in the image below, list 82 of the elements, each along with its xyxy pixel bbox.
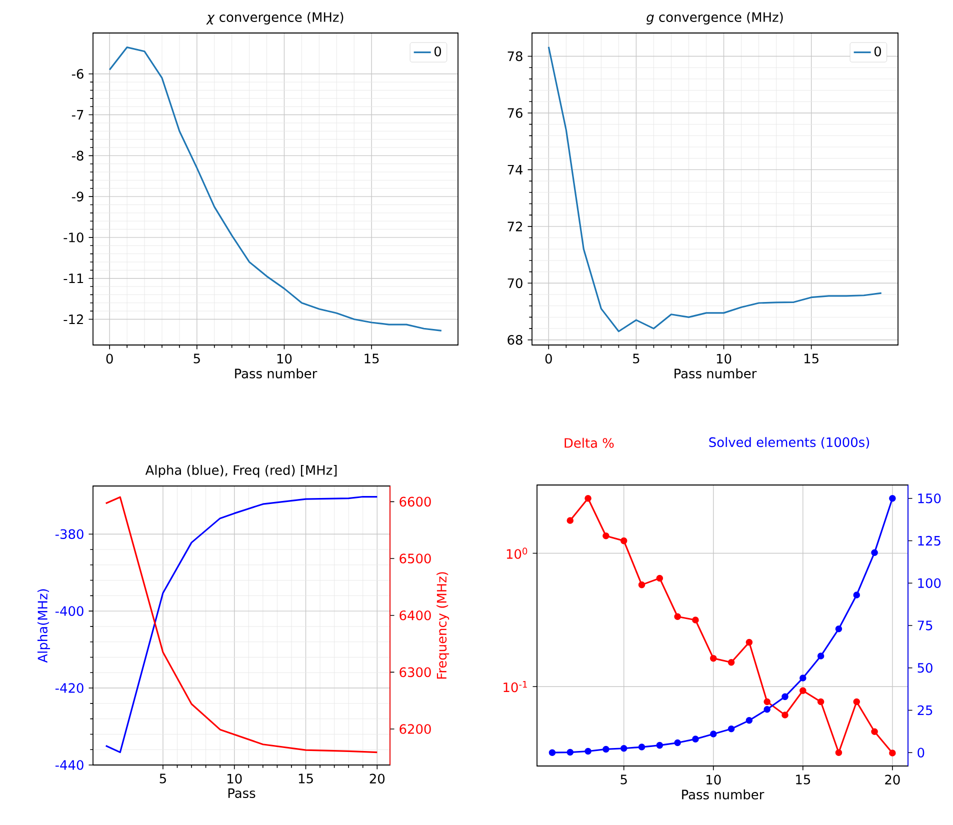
point <box>602 532 610 540</box>
x-tick-label: 10 <box>706 774 721 785</box>
y-tick-label: -8 <box>72 150 84 161</box>
line-series <box>105 496 378 754</box>
line-series <box>548 46 882 332</box>
x-tick-label: 15 <box>804 354 818 364</box>
y2-tick-label: 6200 <box>400 724 431 734</box>
y2-tick-label: 6600 <box>400 496 431 507</box>
legend-label: 0 <box>434 46 442 56</box>
point <box>728 658 735 666</box>
y-tick-label: -12 <box>64 314 83 324</box>
y-tick-label: 10$^{-1}$ <box>504 681 527 692</box>
y2-tick-label: 125 <box>918 536 940 546</box>
y-tick-label: -9 <box>72 192 84 202</box>
y2-axis-title: Solved elements (1000s) <box>709 437 870 449</box>
chart-title: Alpha (blue), Freq (red) [MHz] <box>145 464 337 478</box>
x-tick-label: 15 <box>298 774 313 784</box>
x-tick-label: 20 <box>370 774 385 784</box>
x-tick-label: 0 <box>106 354 113 364</box>
y-axis-title: Alpha(MHz) <box>37 589 50 663</box>
point <box>782 712 788 718</box>
y-tick-label: -7 <box>72 110 84 120</box>
y-tick-label: -10 <box>64 232 84 242</box>
y-tick-label: -11 <box>64 274 84 284</box>
x-tick-label: 5 <box>194 354 200 364</box>
y2-axis-title: Frequency (MHz) <box>436 572 450 679</box>
y-tick-label: 78 <box>508 51 522 62</box>
y2-tick-label: 75 <box>918 620 932 630</box>
legend-label: 0 <box>874 46 881 56</box>
y2-tick-label: 6500 <box>400 554 431 564</box>
point <box>656 574 664 582</box>
x-axis-title: Pass number <box>235 368 318 378</box>
point <box>746 638 753 646</box>
point <box>566 517 574 524</box>
point <box>835 749 842 756</box>
y2-tick-label: 150 <box>918 493 941 504</box>
y2-tick-label: 6300 <box>400 667 431 678</box>
x-axis-title: Pass number <box>682 789 764 800</box>
y-tick-label: 68 <box>508 334 522 345</box>
x-axis-title: Pass <box>228 788 256 798</box>
point <box>710 654 717 662</box>
y-tick-label: -420 <box>55 683 84 693</box>
x-tick-label: 10 <box>716 354 732 364</box>
x-tick-label: 5 <box>620 774 627 784</box>
x-tick-label: 10 <box>228 774 242 784</box>
point <box>584 494 592 502</box>
x-tick-label: 10 <box>277 354 292 364</box>
point <box>853 698 860 706</box>
chart-title: χ convergence (MHz) <box>206 12 344 24</box>
y2-tick-label: 6400 <box>400 610 431 620</box>
point <box>674 613 681 620</box>
point <box>620 537 628 544</box>
chart-title: g convergence (MHz) <box>646 12 783 24</box>
x-tick-label: 5 <box>633 354 640 364</box>
y2-tick-label: 25 <box>918 705 932 716</box>
y2-tick-label: 50 <box>918 662 932 673</box>
point <box>638 581 646 588</box>
x-tick-label: 15 <box>796 774 810 784</box>
y-tick-label: 72 <box>508 222 522 232</box>
y-tick-label: 10$^{0}$ <box>506 548 528 559</box>
point <box>871 728 878 735</box>
x-tick-label: 5 <box>160 774 166 784</box>
point <box>692 616 699 624</box>
line-series <box>108 46 442 332</box>
x-tick-label: 20 <box>885 774 900 785</box>
y-tick-label: -440 <box>55 760 84 770</box>
y2-tick-label: 0 <box>918 748 924 758</box>
x-tick-label: 0 <box>545 354 552 364</box>
x-tick-label: 15 <box>364 354 379 364</box>
y-axis-title: Delta % <box>564 438 614 448</box>
y-tick-label: 74 <box>508 164 523 174</box>
y-tick-label: 70 <box>508 278 522 288</box>
point <box>889 750 896 756</box>
point <box>800 687 806 694</box>
y-tick-label: 76 <box>508 108 522 118</box>
y-tick-label: -380 <box>55 529 84 539</box>
y-tick-label: -6 <box>72 68 84 79</box>
y-tick-label: -400 <box>55 606 84 616</box>
y2-tick-label: 100 <box>918 578 941 588</box>
point <box>817 698 824 706</box>
point <box>764 698 770 706</box>
x-axis-title: Pass number <box>674 368 757 378</box>
